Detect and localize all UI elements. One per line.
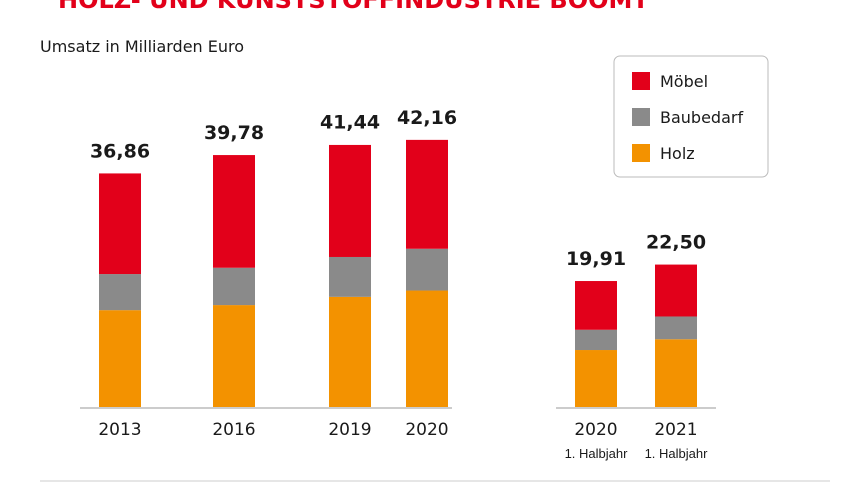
total-label: 36,86 <box>90 141 150 163</box>
legend-label: Holz <box>660 144 695 163</box>
bar-segment <box>329 144 371 257</box>
bar-segment <box>655 316 697 340</box>
legend-label: Möbel <box>660 72 708 91</box>
x-tick-sublabel: 1. Halbjahr <box>645 446 709 461</box>
bar-segment <box>575 281 617 330</box>
chart-subtitle: Umsatz in Milliarden Euro <box>40 37 244 56</box>
total-label: 39,78 <box>204 122 264 144</box>
bar-segment <box>406 248 448 291</box>
chart-title: HOLZ- UND KUNSTSTOFFINDUSTRIE BOOMT <box>58 0 649 14</box>
x-tick-label: 2016 <box>212 420 255 440</box>
x-tick-label: 2021 <box>654 420 697 440</box>
legend-label: Baubedarf <box>660 108 743 127</box>
bar-segment <box>406 139 448 249</box>
bar-segment <box>575 329 617 351</box>
x-tick-label: 2020 <box>405 420 448 440</box>
total-label: 42,16 <box>397 107 457 129</box>
bar-segment <box>213 305 255 407</box>
bar-segment <box>655 339 697 407</box>
total-label: 41,44 <box>320 112 380 134</box>
x-tick-label: 2020 <box>574 420 617 440</box>
bar-segment <box>99 173 141 275</box>
bar-segment <box>99 274 141 311</box>
bar-segment <box>213 155 255 268</box>
bar-segment <box>575 350 617 407</box>
legend-box <box>613 55 769 178</box>
bar-segment <box>329 256 371 297</box>
legend-swatch <box>632 144 650 162</box>
x-tick-label: 2013 <box>98 420 141 440</box>
bar-segment <box>655 264 697 317</box>
x-tick-sublabel: 1. Halbjahr <box>565 446 629 461</box>
bar-segment <box>99 310 141 407</box>
bar-segment <box>406 290 448 407</box>
x-tick-label: 2019 <box>328 420 371 440</box>
bar-segment <box>329 296 371 407</box>
bar-segment <box>213 267 255 306</box>
legend-swatch <box>632 72 650 90</box>
total-label: 22,50 <box>646 232 706 254</box>
legend-swatch <box>632 108 650 126</box>
total-label: 19,91 <box>566 248 626 270</box>
